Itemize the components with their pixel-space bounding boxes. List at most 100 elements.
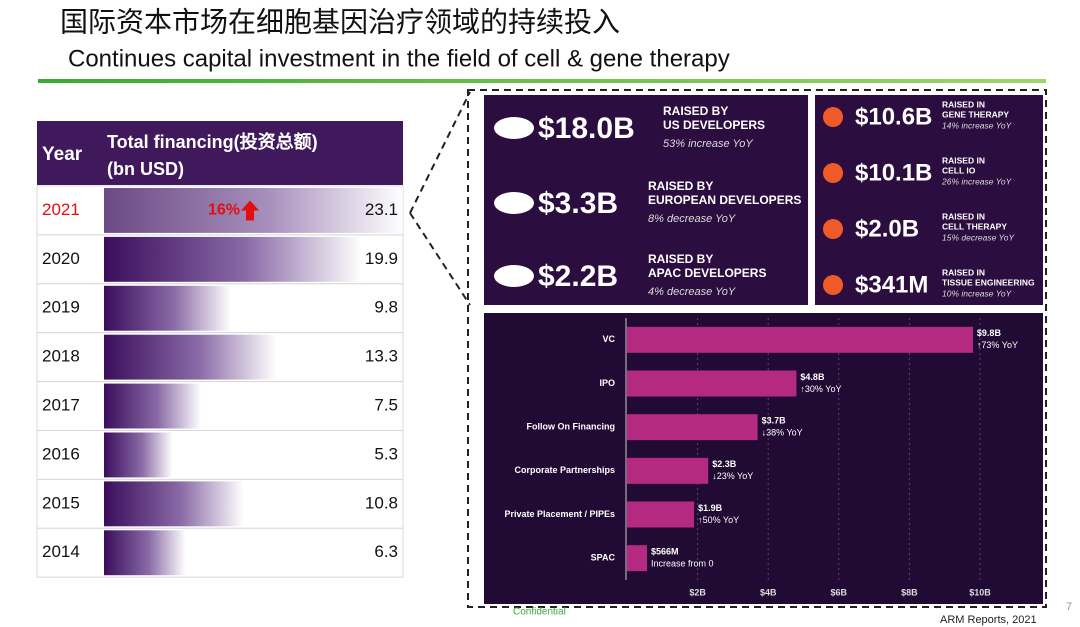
confidential: Confidential [513, 607, 566, 618]
sector-change: 10% increase YoY [942, 288, 1013, 298]
year: 2015 [42, 493, 80, 512]
value: 19.9 [365, 249, 398, 268]
region-label: RAISED BY [648, 252, 713, 266]
connector [409, 91, 471, 306]
sector-icon [823, 275, 843, 295]
year: 2014 [42, 542, 80, 561]
header-unit: (bn USD) [107, 159, 184, 179]
sector-icon [823, 163, 843, 183]
sector-label: GENE THERAPY [942, 109, 1009, 119]
sector-label: RAISED IN [942, 211, 985, 221]
sector-change: 15% decrease YoY [942, 232, 1015, 242]
change-label: ↓23% YoY [712, 471, 753, 481]
change-label: ↑50% YoY [698, 515, 739, 525]
x-tick-label: $2B [689, 587, 706, 597]
change: 16% [208, 202, 240, 219]
sector-change: 14% increase YoY [942, 120, 1013, 130]
up-arrow [241, 200, 259, 221]
value-label: $1.9B [698, 503, 723, 513]
bar [627, 457, 709, 484]
sector-label: RAISED IN [942, 267, 985, 277]
year: 2020 [42, 249, 80, 268]
change-label: Increase from 0 [651, 559, 714, 569]
sector-label: CELL IO [942, 165, 976, 175]
sector-amount: $10.1B [855, 159, 932, 186]
data-bar [104, 481, 244, 527]
x-tick-label: $4B [760, 587, 777, 597]
bar [627, 414, 758, 441]
value-label: $566M [651, 547, 679, 557]
x-tick-label: $6B [831, 587, 848, 597]
year: 2018 [42, 347, 80, 366]
category-label: IPO [599, 378, 615, 388]
table-row [36, 430, 404, 480]
category-label: Corporate Partnerships [514, 465, 615, 475]
region-icon [494, 192, 534, 214]
region-amount: $3.3B [538, 187, 618, 220]
region-icon [494, 117, 534, 139]
region-label: APAC DEVELOPERS [648, 266, 766, 280]
header-year: Year [42, 144, 83, 165]
regions-panel [484, 95, 808, 305]
sector-label: TISSUE ENGINEERING [942, 277, 1035, 287]
value: 7.5 [374, 396, 398, 415]
region-label: EUROPEAN DEVELOPERS [648, 193, 801, 207]
year: 2021 [42, 200, 80, 219]
value: 9.8 [374, 298, 398, 317]
change-label: ↑30% YoY [800, 384, 841, 394]
value: 23.1 [365, 200, 398, 219]
value: 5.3 [374, 444, 398, 463]
sector-amount: $10.6B [855, 103, 932, 130]
sector-label: CELL THERAPY [942, 221, 1007, 231]
region-icon [494, 265, 534, 287]
value-label: $2.3B [712, 459, 737, 469]
year: 2019 [42, 298, 80, 317]
value-label: $4.8B [800, 372, 825, 382]
region-change: 8% decrease YoY [648, 213, 736, 225]
source: ARM Reports, 2021 [940, 614, 1037, 626]
x-tick-label: $10B [969, 587, 991, 597]
year: 2016 [42, 444, 80, 463]
dashed-frame [467, 89, 1047, 608]
header-total: Total financing(投资总额) [107, 131, 318, 152]
title-en: Continues capital investment in the fiel… [68, 45, 730, 72]
sector-amount: $2.0B [855, 215, 919, 242]
region-amount: $2.2B [538, 260, 618, 293]
region-change: 53% increase YoY [663, 138, 753, 150]
bar [627, 501, 695, 528]
category-label: SPAC [591, 553, 616, 563]
title-cn: 国际资本市场在细胞基因治疗领域的持续投入 [60, 6, 620, 37]
region-label: US DEVELOPERS [663, 118, 765, 132]
sector-change: 26% increase YoY [941, 176, 1013, 186]
region-change: 4% decrease YoY [648, 286, 736, 298]
table-row [36, 527, 404, 578]
sector-label: RAISED IN [942, 99, 985, 109]
data-bar [104, 530, 186, 576]
region-label: RAISED BY [648, 179, 713, 193]
value: 13.3 [365, 347, 398, 366]
category-label: Follow On Financing [527, 422, 616, 432]
data-bar [104, 334, 277, 380]
chart-panel [484, 313, 1043, 604]
sector-label: RAISED IN [942, 155, 985, 165]
region-amount: $18.0B [538, 112, 635, 145]
page-number: 7 [1066, 601, 1072, 613]
data-bar [104, 383, 202, 429]
sector-icon [823, 107, 843, 127]
data-bar [104, 432, 173, 478]
value-label: $3.7B [762, 416, 787, 426]
table-row [36, 381, 404, 432]
data-bar [104, 285, 231, 331]
bar [627, 370, 797, 397]
category-label: VC [602, 334, 615, 344]
value-label: $9.8B [977, 328, 1002, 338]
value: 6.3 [374, 542, 398, 561]
change-label: ↓38% YoY [762, 428, 803, 438]
sectors-panel [815, 95, 1043, 305]
x-tick-label: $8B [901, 587, 918, 597]
change-label: ↑73% YoY [977, 340, 1018, 350]
year: 2017 [42, 396, 80, 415]
table-header [37, 121, 403, 185]
category-label: Private Placement / PIPEs [504, 509, 615, 519]
